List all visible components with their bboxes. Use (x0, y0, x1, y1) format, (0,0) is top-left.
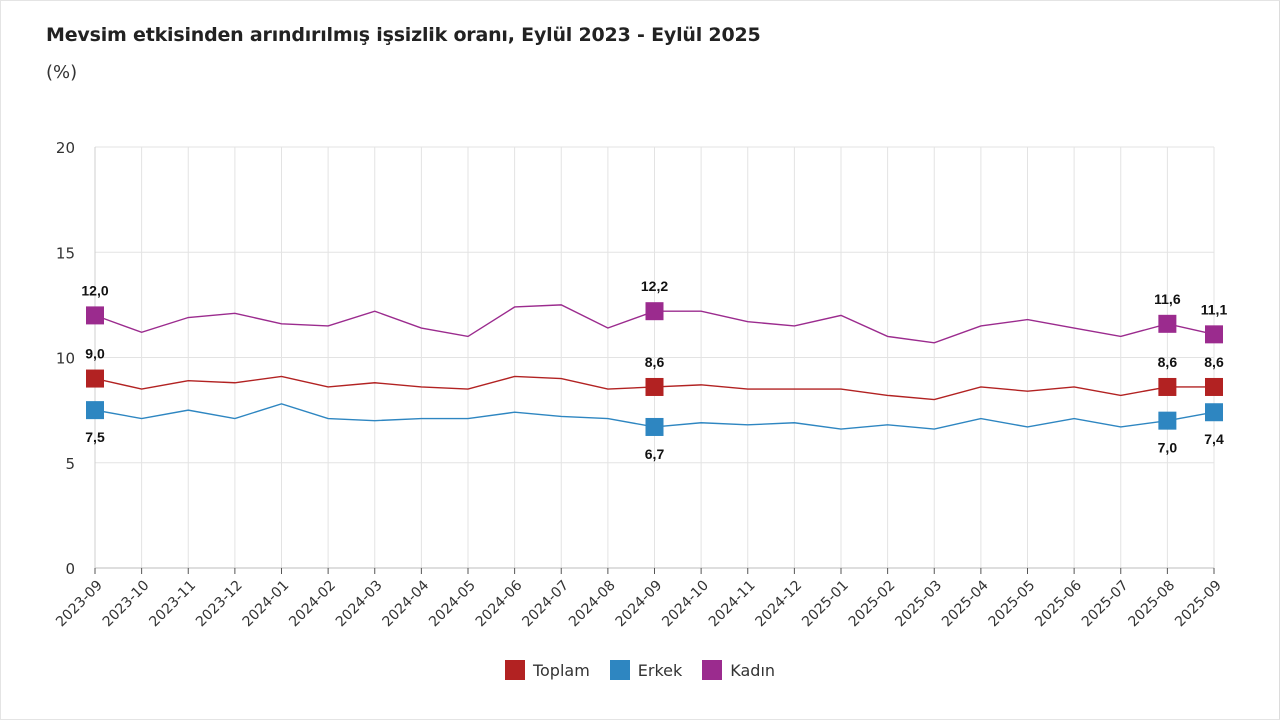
data-label: 7,0 (1158, 440, 1178, 456)
data-label: 8,6 (1204, 354, 1224, 370)
x-tick-label: 2024-05 (426, 578, 479, 631)
y-tick-label: 5 (65, 455, 75, 473)
x-tick-label: 2024-07 (519, 578, 572, 631)
unit-label: (%) (46, 62, 78, 83)
x-tick-label: 2025-03 (892, 578, 945, 631)
data-point-marker (1158, 411, 1177, 430)
data-label: 9,0 (85, 346, 105, 362)
legend-item-toplam[interactable]: Toplam (504, 660, 590, 680)
data-point-marker (1205, 325, 1223, 344)
y-tick-label: 15 (56, 244, 75, 262)
x-tick-label: 2025-05 (986, 578, 1039, 631)
x-tick-label: 2023-10 (100, 578, 153, 631)
legend-swatch-toplam (504, 660, 525, 680)
legend-label-toplam: Toplam (532, 660, 590, 680)
data-label: 11,1 (1201, 301, 1228, 317)
x-tick-label: 2023-09 (53, 578, 106, 631)
legend-label-erkek: Erkek (637, 660, 683, 680)
x-tick-label: 2024-10 (659, 578, 712, 631)
x-tick-label: 2023-12 (193, 578, 246, 631)
x-tick-label: 2025-02 (846, 578, 899, 631)
legend-swatch-kadin (702, 660, 723, 680)
legend-label-kadin: Kadın (730, 660, 776, 680)
y-tick-label: 0 (65, 560, 75, 578)
data-point-marker (86, 306, 104, 325)
data-point-marker (86, 369, 104, 388)
data-label: 8,6 (1158, 354, 1178, 370)
x-tick-label: 2025-01 (799, 578, 852, 631)
legend-swatch-erkek (609, 660, 630, 680)
data-point-marker (1205, 403, 1223, 422)
legend-item-erkek[interactable]: Erkek (609, 660, 683, 680)
data-point-marker (645, 377, 664, 396)
data-label: 6,7 (645, 446, 665, 462)
y-tick-label: 20 (56, 139, 75, 157)
x-tick-label: 2025-09 (1172, 578, 1225, 631)
x-tick-label: 2024-12 (753, 578, 806, 631)
data-point-marker (1205, 377, 1223, 396)
data-label: 11,6 (1154, 291, 1181, 307)
x-tick-label: 2024-11 (706, 578, 759, 631)
y-tick-label: 10 (56, 350, 75, 368)
legend-item-kadin[interactable]: Kadın (702, 660, 775, 680)
x-tick-label: 2024-03 (333, 578, 386, 631)
x-tick-label: 2023-11 (146, 578, 199, 631)
x-tick-label: 2024-06 (473, 577, 526, 630)
data-point-marker (1158, 377, 1177, 396)
data-label: 7,4 (1204, 431, 1224, 447)
legend: Toplam Erkek Kadın (0, 660, 1280, 680)
x-tick-label: 2025-06 (1032, 577, 1085, 630)
x-tick-label: 2025-07 (1079, 578, 1132, 631)
data-point-marker (645, 302, 664, 321)
x-tick-label: 2024-09 (613, 578, 666, 631)
data-label: 7,5 (85, 429, 105, 445)
data-label: 12,0 (81, 282, 108, 298)
data-label: 8,6 (645, 354, 665, 370)
x-tick-label: 2025-04 (939, 577, 992, 630)
data-point-marker (1158, 314, 1177, 333)
data-label: 12,2 (641, 278, 668, 294)
x-tick-label: 2024-08 (566, 578, 619, 631)
data-point-marker (86, 401, 104, 420)
x-tick-label: 2025-08 (1126, 578, 1179, 631)
x-tick-label: 2024-01 (240, 578, 293, 631)
chart-title: Mevsim etkisinden arındırılmış işsizlik … (46, 24, 761, 46)
data-point-marker (645, 417, 664, 436)
x-tick-label: 2024-02 (286, 578, 339, 631)
x-tick-label: 2024-04 (380, 577, 433, 630)
